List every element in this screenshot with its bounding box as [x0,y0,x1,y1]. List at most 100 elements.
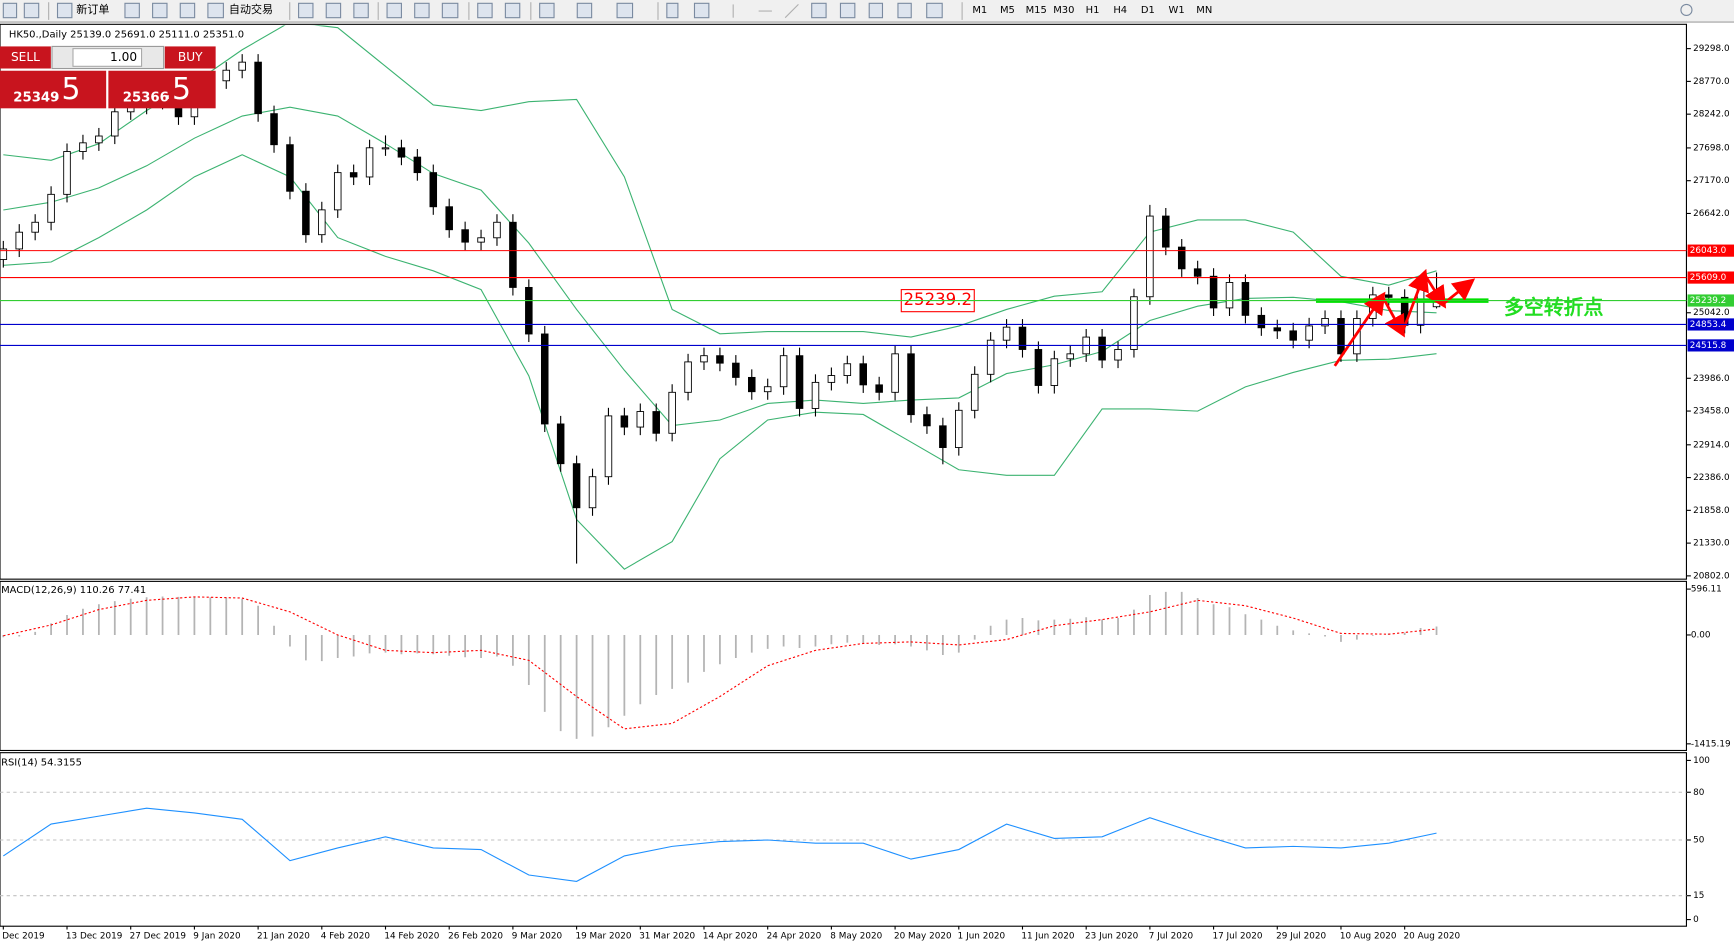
candle-body [302,190,310,236]
candle-body [939,425,947,448]
candle-body [31,221,39,233]
candle-body [254,61,262,115]
x-tick-label: 9 Jan 2020 [193,932,241,942]
timeframe-button[interactable]: H4 [1113,5,1127,16]
y-tick-label: 23458.0 [1693,407,1730,417]
candle-body [1066,353,1075,360]
timeframe-button[interactable]: W1 [1169,5,1185,16]
timeframe-button[interactable]: H1 [1086,5,1100,16]
candle-body [1114,349,1122,361]
macd-plot [2,591,1438,739]
candle-body [779,355,788,388]
candle-body [15,231,24,250]
candle-body [1130,296,1138,350]
buy-label[interactable]: BUY [178,50,203,64]
candle-body [318,209,326,236]
y-tick-label: 23986.0 [1693,374,1730,384]
candle-body [349,172,358,178]
candle-body [1305,325,1313,341]
macd-tick-label: 596.11 [1691,585,1722,595]
sell-price-box[interactable] [0,70,107,109]
candle-body [111,111,119,137]
candle-body [1337,318,1345,355]
y-tick-label: 20802.0 [1693,571,1730,581]
y-tick-label: 21330.0 [1693,539,1730,549]
level-tag-label: 25609.0 [1690,273,1727,283]
rsi-plot [0,791,1687,897]
timeframe-button[interactable]: M30 [1053,5,1074,16]
sell-label[interactable]: SELL [11,50,40,64]
candle-body [970,373,979,411]
candle-body [1289,330,1297,341]
candle-body [572,463,581,509]
candle-body [493,221,501,239]
x-tick-label: 31 Mar 2020 [639,932,695,942]
x-tick-label: 21 Jan 2020 [257,932,310,942]
y-tick-label: 29298.0 [1693,44,1730,54]
new-order-button[interactable]: 新订单 [76,2,109,16]
candle-body [923,414,931,427]
level-tag [1687,339,1734,352]
rsi-tick-label: 0 [1693,915,1699,925]
candle-body [955,409,963,448]
bollinger-middle [3,106,1437,427]
candle-body [668,391,676,434]
y-tick-label: 27698.0 [1693,143,1730,153]
timeframe-button[interactable]: M1 [972,5,987,16]
candle-body [859,363,867,386]
candle-body [397,147,406,158]
candle-body [652,411,660,434]
lot-input[interactable] [72,48,143,67]
buy-button[interactable] [164,46,216,69]
candle-body [732,362,740,378]
timeframe-button[interactable]: MN [1196,5,1212,16]
candle-body [461,229,469,243]
x-tick-label: 8 May 2020 [830,932,882,942]
buy-price: 25366 [123,90,169,105]
x-tick-label: 29 Jul 2020 [1276,932,1326,942]
x-tick-label: 14 Apr 2020 [703,932,758,942]
arrow [1400,268,1429,334]
timeframe-button[interactable]: M15 [1026,5,1047,16]
level-tag-label: 24853.4 [1690,320,1727,330]
candle-body [1098,336,1106,361]
candle-body [1241,282,1250,316]
bollinger-lower [3,154,1437,570]
y-tick-label: 28770.0 [1693,77,1730,87]
level-tag-label: 26043.0 [1690,246,1727,256]
level-tag [1687,244,1734,257]
level-tag [1687,271,1734,284]
trade-panel: SELL 1.00 BUY 25349 .5 25366 .5 [0,45,216,109]
candle-body [811,381,820,409]
buy-price-box[interactable] [108,70,216,109]
x-tick-label: 9 Mar 2020 [512,932,563,942]
sell-price: 25349 [13,90,59,105]
timeframe-button[interactable]: D1 [1141,5,1155,16]
candle-body [47,193,55,223]
x-tick-label: 20 May 2020 [894,932,952,942]
candle-body [1257,314,1266,329]
rsi-tick-label: 80 [1693,788,1705,798]
level-tag [1687,318,1734,331]
candle-body [429,172,438,208]
candle-body [748,376,756,393]
candle-body [875,384,883,393]
y-tick-label: 28242.0 [1693,110,1730,120]
macd-tick-label: 0.00 [1691,630,1711,640]
candle-body [891,353,899,393]
candle-body [795,355,804,409]
toolbar-icons [2,2,1693,19]
x-tick-label: 11 Jun 2020 [1021,932,1075,942]
sell-button[interactable] [0,46,51,69]
candle-body [1002,326,1011,341]
arrow [1381,295,1405,338]
x-tick-label: 17 Jul 2020 [1212,932,1262,942]
lot-value[interactable]: 1.00 [110,50,137,64]
candle-body [365,147,374,178]
timeframe-button[interactable]: M5 [1000,5,1015,16]
y-tick-label: 21858.0 [1693,506,1730,516]
auto-trading-button[interactable]: 自动交易 [229,2,273,16]
chart-title: HK50.,Daily 25139.0 25691.0 25111.0 2535… [9,29,244,40]
rsi-tick-label: 15 [1693,891,1704,901]
